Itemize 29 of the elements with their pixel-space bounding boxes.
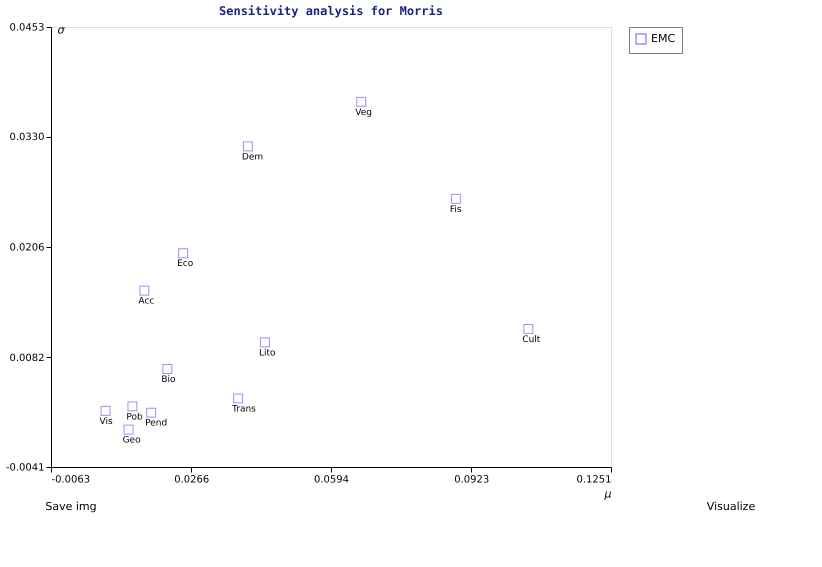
annotation: Pob [126, 412, 144, 422]
annotation: Geo [122, 436, 142, 446]
x-tick-label: 0.0266 [174, 474, 210, 486]
x-tick-label: 0.0594 [314, 474, 349, 486]
annotation: Bio [161, 375, 176, 386]
y-axis-title: σ [58, 24, 66, 36]
annotation: Acc [138, 296, 154, 307]
y-tick-label: 0.0330 [10, 132, 44, 144]
x-tick-label: 0.1251 [576, 474, 612, 486]
legend-label: EMC [651, 32, 676, 45]
annotation: Veg [355, 108, 372, 118]
annotation: Cult [522, 334, 541, 345]
y-tick-label: 0.0453 [10, 22, 44, 34]
x-axis-title: μ [604, 488, 612, 500]
y-tick-label: 0.0206 [10, 242, 44, 254]
y-tick-label: -0.0041 [6, 462, 44, 474]
x-tick-label: 0.0923 [454, 474, 490, 486]
text: Visualize [706, 500, 756, 513]
annotation: Dem [242, 152, 264, 162]
annotation: Lito [258, 348, 276, 358]
annotation: Fis [450, 204, 462, 215]
chart-title: Sensitivity analysis for Morris [219, 4, 443, 18]
y-tick-label: 0.0082 [10, 352, 44, 364]
text: Save img [45, 500, 97, 513]
annotation: Eco [177, 259, 194, 270]
annotation: Trans [231, 404, 256, 414]
x-tick-label: -0.0063 [52, 474, 90, 486]
annotation: Vis [100, 416, 114, 427]
annotation: Pend [145, 418, 168, 429]
